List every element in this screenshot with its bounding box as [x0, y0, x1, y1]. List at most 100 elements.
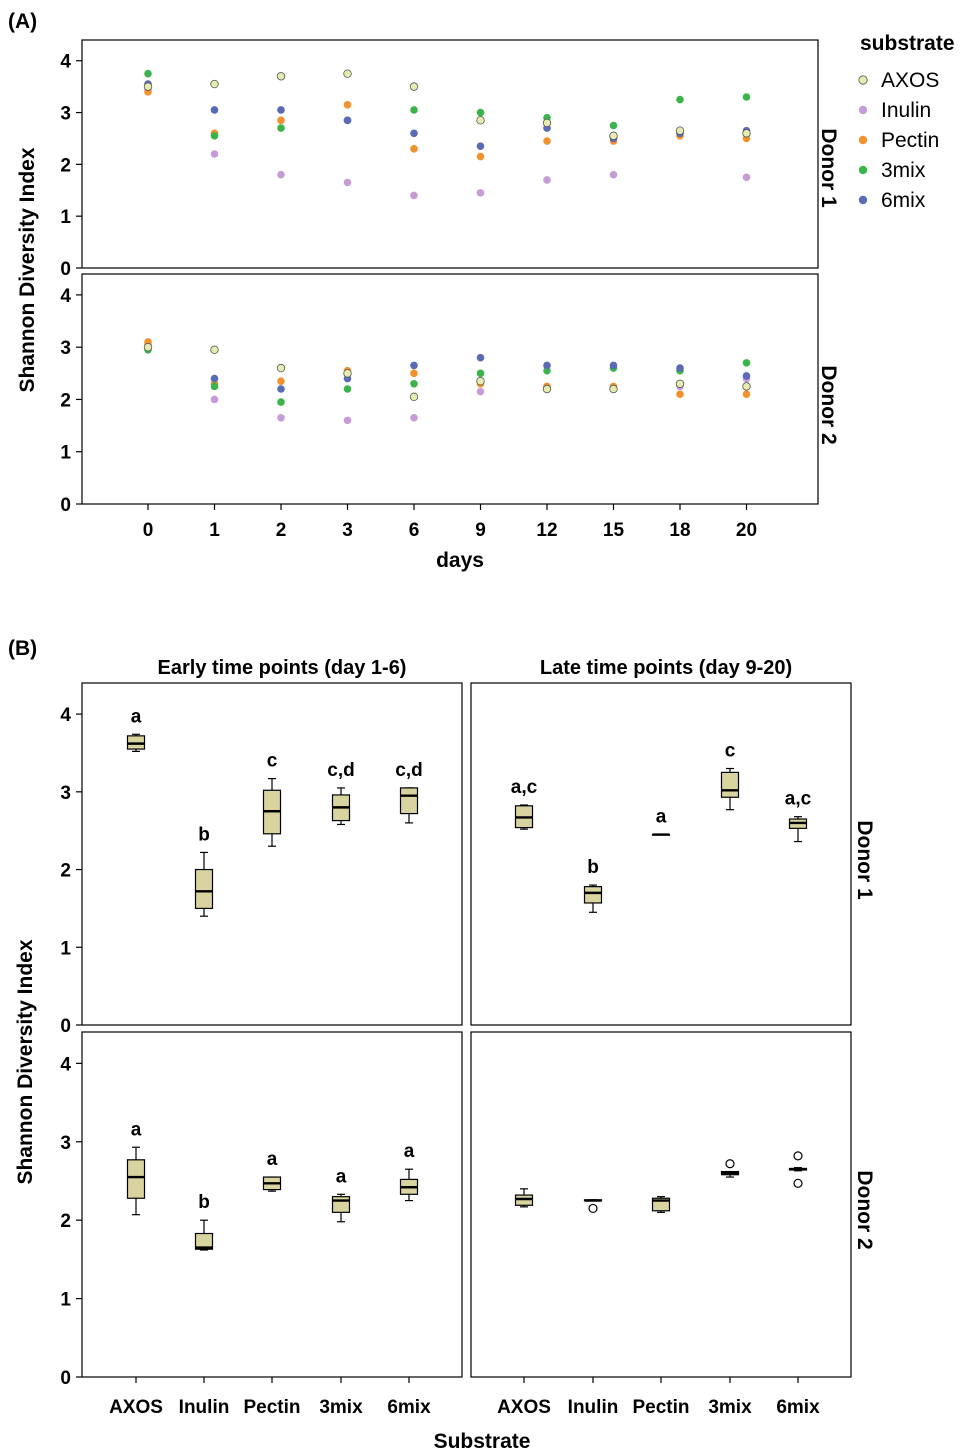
box-donor-2-early-3mix: a [331, 1166, 351, 1223]
sig-label-donor-1-late-inulin: b [587, 857, 599, 878]
panel-b-yticklabel-donor-1-early-4: 4 [60, 705, 71, 726]
point-donor-1-axos-day-0 [143, 82, 153, 91]
point-donor-2-axos-day-0 [143, 342, 153, 352]
point-donor-2-pectin-day-20 [742, 390, 751, 399]
panel-a-yticklabel-donor-1-3: 3 [60, 104, 71, 125]
point-donor-1-6mix-day-3 [343, 116, 352, 125]
point-donor-2-pectin-day-6 [410, 369, 418, 378]
point-donor-2-inulin-day-6 [410, 413, 418, 422]
point-donor-1-inulin-day-1 [210, 150, 219, 158]
box-donor-2-early-inulin: b [194, 1192, 214, 1251]
panel-a-strip-donor2: Donor 2 [817, 365, 840, 444]
panel-b-frame-donor-1-early [81, 682, 463, 1026]
legend-label-pectin: Pectin [881, 129, 939, 152]
legend-key-6mix [858, 195, 868, 205]
point-donor-1-axos-day-12 [542, 118, 552, 128]
box-donor-2-early-axos: a [126, 1119, 146, 1216]
panel-b-yticklabel-donor-2-early-4: 4 [60, 1054, 71, 1075]
point-donor-2-3mix-day-12 [543, 366, 551, 375]
box-donor-2-early-pectin: a [262, 1149, 282, 1192]
panel-b-xticklabel-donor-2-late-3mix: 3mix [708, 1397, 752, 1418]
panel-b-xticklabel-donor-2-late-6mix: 6mix [776, 1397, 820, 1418]
point-donor-2-3mix-day-20 [742, 359, 751, 367]
box-donor-1-late-inulin: b [583, 857, 603, 913]
panel-b-xticklabel-donor-2-late-inulin: Inulin [568, 1397, 619, 1418]
panel-a-xticklabel-1: 1 [209, 520, 220, 541]
box-body-donor-1-early-6mix [399, 787, 419, 815]
legend-label-inulin: Inulin [881, 99, 931, 122]
panel-a-xticklabel-18: 18 [669, 520, 690, 541]
legend-label-6mix: 6mix [881, 189, 926, 212]
panel-b-facet-donor-2-late: AXOS Inulin Pectin 3mix 6mix [470, 1031, 852, 1418]
panel-b-xticklabel-donor-2-late-axos: AXOS [497, 1397, 551, 1418]
panel-a-yticklabel-donor-2-4: 4 [60, 286, 71, 307]
box-donor-2-late-6mix [788, 1151, 808, 1188]
box-body-donor-1-early-inulin [194, 868, 214, 910]
point-donor-1-inulin-day-6 [410, 191, 418, 200]
point-donor-2-inulin-day-2 [277, 413, 285, 422]
point-donor-2-3mix-day-3 [343, 385, 352, 393]
point-donor-2-6mix-day-6 [410, 361, 418, 370]
sig-label-donor-2-early-6mix: a [404, 1141, 415, 1162]
point-donor-1-3mix-day-18 [676, 95, 684, 104]
panel-a-yticklabel-donor-2-1: 1 [60, 443, 71, 464]
panel-a-yticklabel-donor-1-2: 2 [60, 155, 71, 176]
panel-b-strip-donor1: Donor 1 [853, 820, 876, 900]
point-donor-2-3mix-day-2 [277, 398, 285, 406]
point-donor-1-axos-day-9 [476, 116, 485, 125]
point-donor-2-6mix-day-1 [210, 374, 219, 383]
sig-label-donor-2-early-3mix: a [336, 1166, 347, 1187]
panel-b-xticklabel-donor-2-late-pectin: Pectin [632, 1397, 689, 1418]
panel-b-facet-donor-2-early: 0 1 2 3 4 a b a a a AXOS Inulin Pectin 3mix 6mix [60, 1031, 463, 1418]
panel-b-xticklabel-donor-2-early-6mix: 6mix [387, 1397, 431, 1418]
box-donor-2-early-6mix: a [399, 1141, 419, 1202]
point-donor-2-axos-day-6 [409, 392, 419, 402]
point-donor-1-3mix-day-0 [144, 69, 152, 78]
panel-b-title-early: Early time points (day 1-6) [158, 657, 407, 679]
panel-a-frame-donor-2 [81, 273, 819, 505]
legend-title: substrate [860, 32, 955, 55]
point-donor-1-inulin-day-2 [277, 170, 285, 179]
point-donor-2-axos-day-18 [675, 379, 685, 388]
panel-b-xlabel: Substrate [434, 1430, 531, 1453]
point-donor-1-6mix-day-2 [277, 106, 285, 114]
legend-label-axos: AXOS [881, 69, 939, 92]
box-body-donor-1-late-3mix [720, 771, 740, 798]
sig-label-donor-1-early-6mix: c,d [395, 760, 422, 781]
point-donor-2-inulin-day-3 [343, 416, 352, 425]
point-donor-1-pectin-day-6 [410, 145, 418, 153]
panel-a-xticklabel-6: 6 [409, 520, 420, 541]
panel-a-yticklabel-donor-2-2: 2 [60, 390, 71, 411]
panel-b-facet-donor-1-late: a,c b a c a,c [470, 682, 852, 1026]
point-donor-1-inulin-day-3 [343, 178, 352, 187]
point-donor-2-6mix-day-15 [609, 361, 618, 370]
point-donor-1-3mix-day-20 [742, 93, 751, 101]
point-donor-1-3mix-day-15 [609, 121, 618, 130]
panel-a-xticklabel-2: 2 [276, 520, 287, 541]
point-donor-1-3mix-day-2 [277, 124, 285, 132]
panel-b-strip-donor2: Donor 2 [853, 1170, 876, 1249]
point-donor-1-6mix-day-9 [476, 142, 485, 151]
point-donor-2-6mix-day-12 [543, 361, 551, 370]
panel-b-ylabel: Shannon Diversity Index [14, 939, 37, 1184]
point-donor-2-axos-day-1 [210, 345, 219, 354]
panel-a-yticklabel-donor-1-4: 4 [60, 52, 71, 73]
panel-a-xticklabel-15: 15 [603, 520, 625, 541]
outlier-donor-2-late-6mix-0 [793, 1151, 803, 1161]
panel-b-xticklabel-donor-2-early-axos: AXOS [109, 1397, 163, 1418]
sig-label-donor-1-early-pectin: c [267, 751, 278, 772]
panel-b-xticklabel-donor-2-early-inulin: Inulin [179, 1397, 230, 1418]
point-donor-1-3mix-day-1 [210, 132, 219, 140]
point-donor-1-6mix-day-1 [210, 106, 219, 114]
point-donor-1-axos-day-15 [609, 131, 618, 141]
point-donor-1-pectin-day-3 [343, 100, 352, 109]
point-donor-2-pectin-day-2 [277, 377, 285, 385]
panel-a-ylabel: Shannon Diversity Index [16, 147, 39, 392]
sig-label-donor-1-late-pectin: a [656, 807, 667, 828]
box-donor-1-late-3mix: c [720, 741, 740, 811]
legend-key-inulin [858, 105, 868, 115]
box-donor-1-late-axos: a,c [511, 777, 538, 830]
legend-key-pectin [858, 135, 868, 145]
box-donor-1-early-pectin: c [262, 751, 282, 847]
point-donor-2-axos-day-15 [609, 384, 618, 394]
